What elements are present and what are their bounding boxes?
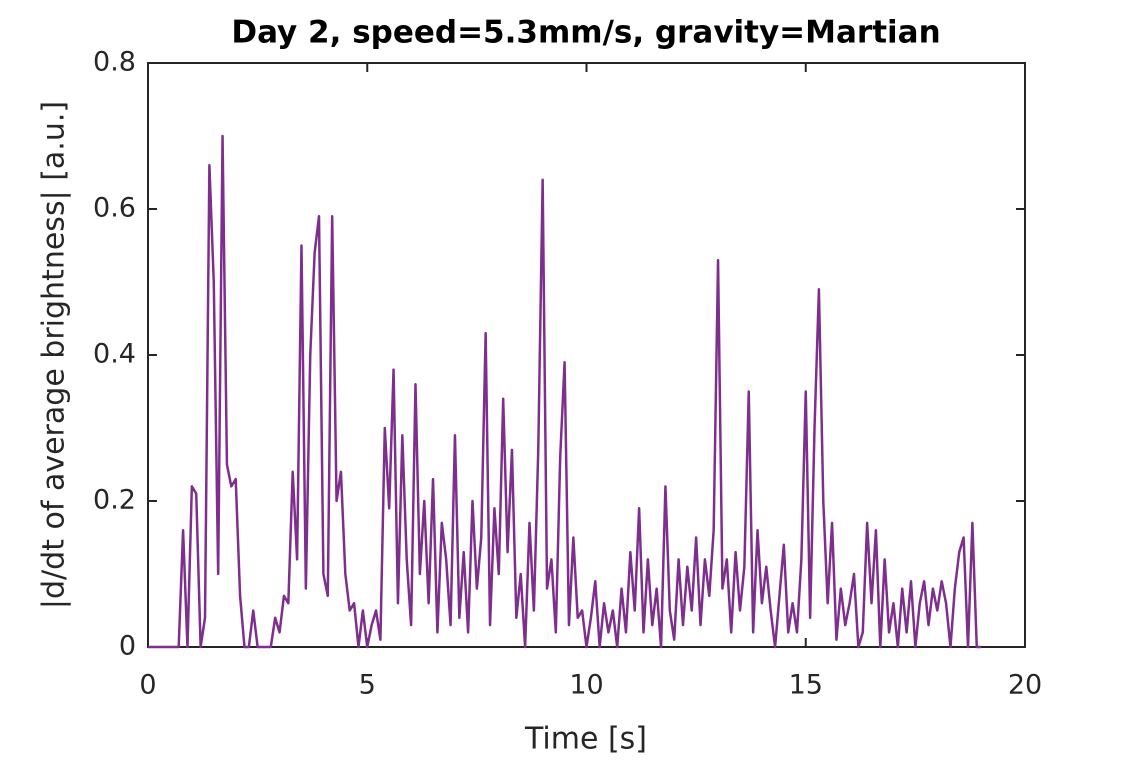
y-tick-label: 0.6: [93, 193, 136, 224]
y-tick-label: 0.2: [93, 485, 136, 516]
y-tick-label: 0.4: [93, 339, 136, 370]
y-tick-label: 0: [119, 631, 136, 662]
plot-frame: [147, 62, 1026, 648]
x-tick-label: 5: [359, 670, 376, 701]
y-axis-label: |d/dt of average brightness| [a.u.]: [37, 101, 72, 609]
chart-title: Day 2, speed=5.3mm/s, gravity=Martian: [231, 15, 940, 51]
x-tick-label: 0: [139, 670, 156, 701]
x-tick-label: 10: [569, 670, 603, 701]
x-tick-label: 15: [789, 670, 823, 701]
data-line: [148, 134, 982, 649]
x-tick-label: 20: [1008, 670, 1042, 701]
y-tick-label: 0.8: [93, 47, 136, 78]
x-axis-label: Time [s]: [524, 722, 647, 757]
